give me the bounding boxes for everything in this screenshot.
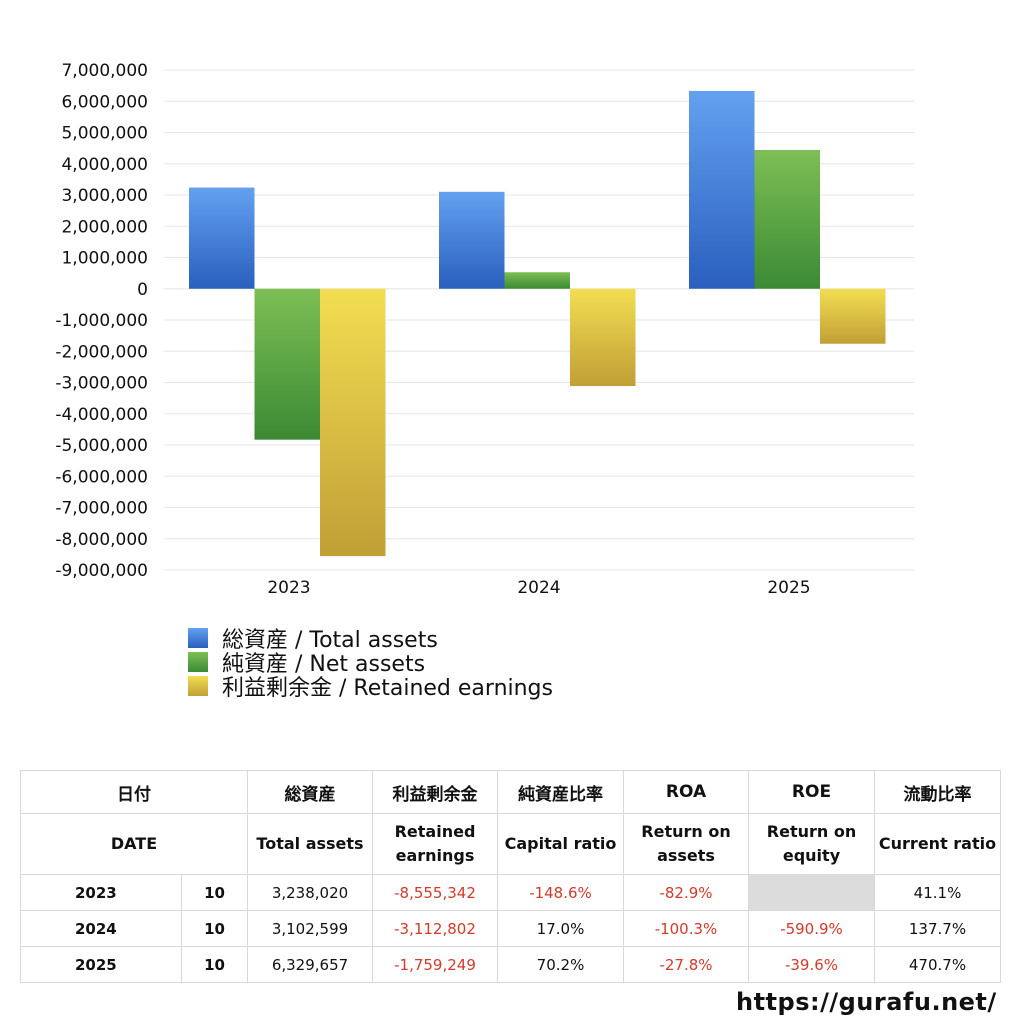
header-roe-en-line1: Return on — [766, 822, 857, 841]
cell-retained-earnings: -1,759,249 — [372, 946, 498, 983]
cell-retained-earnings: -3,112,802 — [372, 910, 498, 947]
cell-current-ratio: 41.1% — [874, 874, 1001, 911]
x-tick-label: 2023 — [267, 578, 310, 598]
header-retained-earnings-jp: 利益剰余金 — [372, 770, 498, 814]
bar-total-assets-2025 — [689, 90, 755, 289]
legend-swatch-net-assets — [188, 652, 208, 672]
legend-item-net-assets: 純資産 / Net assets — [188, 650, 553, 677]
cell-total-assets: 3,102,599 — [247, 910, 373, 947]
y-axis-tick-labels: 7,000,000 6,000,000 5,000,000 4,000,000 3,00… — [55, 61, 148, 581]
header-roa-en-line2: assets — [657, 846, 715, 865]
header-roa-en: Return on assets — [623, 813, 749, 875]
bar-net-assets-2025 — [754, 150, 820, 289]
header-retained-earnings-en-line2: earnings — [395, 846, 475, 865]
header-capital-ratio-jp: 純資産比率 — [497, 770, 624, 814]
cell-current-ratio: 137.7% — [874, 910, 1001, 947]
y-tick-label: 4,000,000 — [61, 155, 148, 175]
cell-roa: -27.8% — [623, 946, 749, 983]
chart-legend: 総資産 / Total assets 純資産 / Net assets 利益剰余… — [188, 626, 553, 701]
bar-total-assets-2023 — [189, 187, 255, 289]
legend-label-total-assets: 総資産 / Total assets — [222, 628, 438, 653]
header-capital-ratio-en: Capital ratio — [497, 813, 624, 875]
y-tick-label: -5,000,000 — [55, 436, 148, 456]
legend-label-retained-earnings: 利益剰余金 / Retained earnings — [222, 676, 553, 701]
bar-retained-earnings-2024 — [570, 288, 636, 387]
y-tick-label: -1,000,000 — [55, 311, 148, 331]
cell-current-ratio: 470.7% — [874, 946, 1001, 983]
cell-roa: -82.9% — [623, 874, 749, 911]
bars — [189, 90, 886, 557]
cell-capital-ratio: -148.6% — [497, 874, 624, 911]
y-tick-label: -6,000,000 — [55, 467, 148, 487]
legend-swatch-retained-earnings — [188, 676, 208, 696]
header-total-assets-jp: 総資産 — [247, 770, 373, 814]
y-tick-label: -9,000,000 — [55, 561, 148, 581]
y-tick-label: -8,000,000 — [55, 530, 148, 550]
y-tick-label: 1,000,000 — [61, 249, 148, 269]
bar-retained-earnings-2025 — [820, 288, 886, 344]
table-row: 2024 10 3,102,599 -3,112,802 17.0% -100.… — [20, 910, 1001, 947]
table-header-row-jp: 日付 総資産 利益剰余金 純資産比率 ROA ROE 流動比率 — [20, 770, 1001, 814]
x-axis-tick-labels: 2023 2024 2025 — [267, 578, 810, 598]
header-total-assets-en: Total assets — [247, 813, 373, 875]
cell-capital-ratio: 17.0% — [497, 910, 624, 947]
cell-year: 2023 — [20, 874, 182, 911]
header-current-ratio-jp: 流動比率 — [874, 770, 1001, 814]
table-header-row-en: DATE Total assets Retained earnings Capit… — [20, 813, 1001, 875]
header-roa-jp: ROA — [623, 770, 749, 814]
header-roe-en-line2: equity — [782, 846, 841, 865]
cell-year: 2024 — [20, 910, 182, 947]
header-current-ratio-en: Current ratio — [874, 813, 1001, 875]
table-row: 2023 10 3,238,020 -8,555,342 -148.6% -82… — [20, 874, 1001, 911]
header-date-en: DATE — [20, 813, 248, 875]
header-retained-earnings-en-line1: Retained — [394, 822, 476, 841]
header-roa-en-line1: Return on — [641, 822, 731, 841]
cell-total-assets: 3,238,020 — [247, 874, 373, 911]
cell-month: 10 — [181, 874, 248, 911]
cell-month: 10 — [181, 910, 248, 947]
cell-total-assets: 6,329,657 — [247, 946, 373, 983]
x-tick-label: 2024 — [517, 578, 560, 598]
y-tick-label: -3,000,000 — [55, 374, 148, 394]
cell-year: 2025 — [20, 946, 182, 983]
header-date-jp: 日付 — [20, 770, 248, 814]
cell-roa: -100.3% — [623, 910, 749, 947]
header-retained-earnings-en: Retained earnings — [372, 813, 498, 875]
cell-retained-earnings: -8,555,342 — [372, 874, 498, 911]
y-tick-label: -4,000,000 — [55, 405, 148, 425]
legend-label-net-assets: 純資産 / Net assets — [222, 652, 426, 677]
cell-capital-ratio: 70.2% — [497, 946, 624, 983]
financial-data-table: 日付 総資産 利益剰余金 純資産比率 ROA ROE 流動比率 DATE Tot… — [20, 770, 1001, 983]
legend-item-retained-earnings: 利益剰余金 / Retained earnings — [188, 674, 553, 701]
header-roe-jp: ROE — [748, 770, 875, 814]
cell-roe: -590.9% — [748, 910, 875, 947]
bar-chart: 7,000,000 6,000,000 5,000,000 4,000,000 3,00… — [55, 61, 914, 598]
legend-swatch-total-assets — [188, 628, 208, 648]
y-tick-label: 3,000,000 — [61, 186, 148, 206]
y-tick-label: 6,000,000 — [61, 92, 148, 112]
bar-retained-earnings-2023 — [320, 288, 386, 557]
table-row: 2025 10 6,329,657 -1,759,249 70.2% -27.8… — [20, 946, 1001, 983]
y-tick-label: 7,000,000 — [61, 61, 148, 81]
bar-net-assets-2024 — [504, 272, 570, 289]
legend-item-total-assets: 総資産 / Total assets — [188, 626, 553, 653]
y-tick-label: -2,000,000 — [55, 342, 148, 362]
cell-roe: -39.6% — [748, 946, 875, 983]
y-tick-label: 5,000,000 — [61, 124, 148, 144]
bar-total-assets-2024 — [439, 191, 505, 289]
cell-roe — [748, 874, 875, 911]
y-tick-label: -7,000,000 — [55, 499, 148, 519]
header-roe-en: Return on equity — [748, 813, 875, 875]
bar-net-assets-2023 — [254, 288, 320, 440]
y-tick-label: 2,000,000 — [61, 217, 148, 237]
y-tick-label: 0 — [137, 280, 148, 300]
site-url: https://gurafu.net/ — [736, 988, 997, 1016]
cell-month: 10 — [181, 946, 248, 983]
x-tick-label: 2025 — [767, 578, 810, 598]
